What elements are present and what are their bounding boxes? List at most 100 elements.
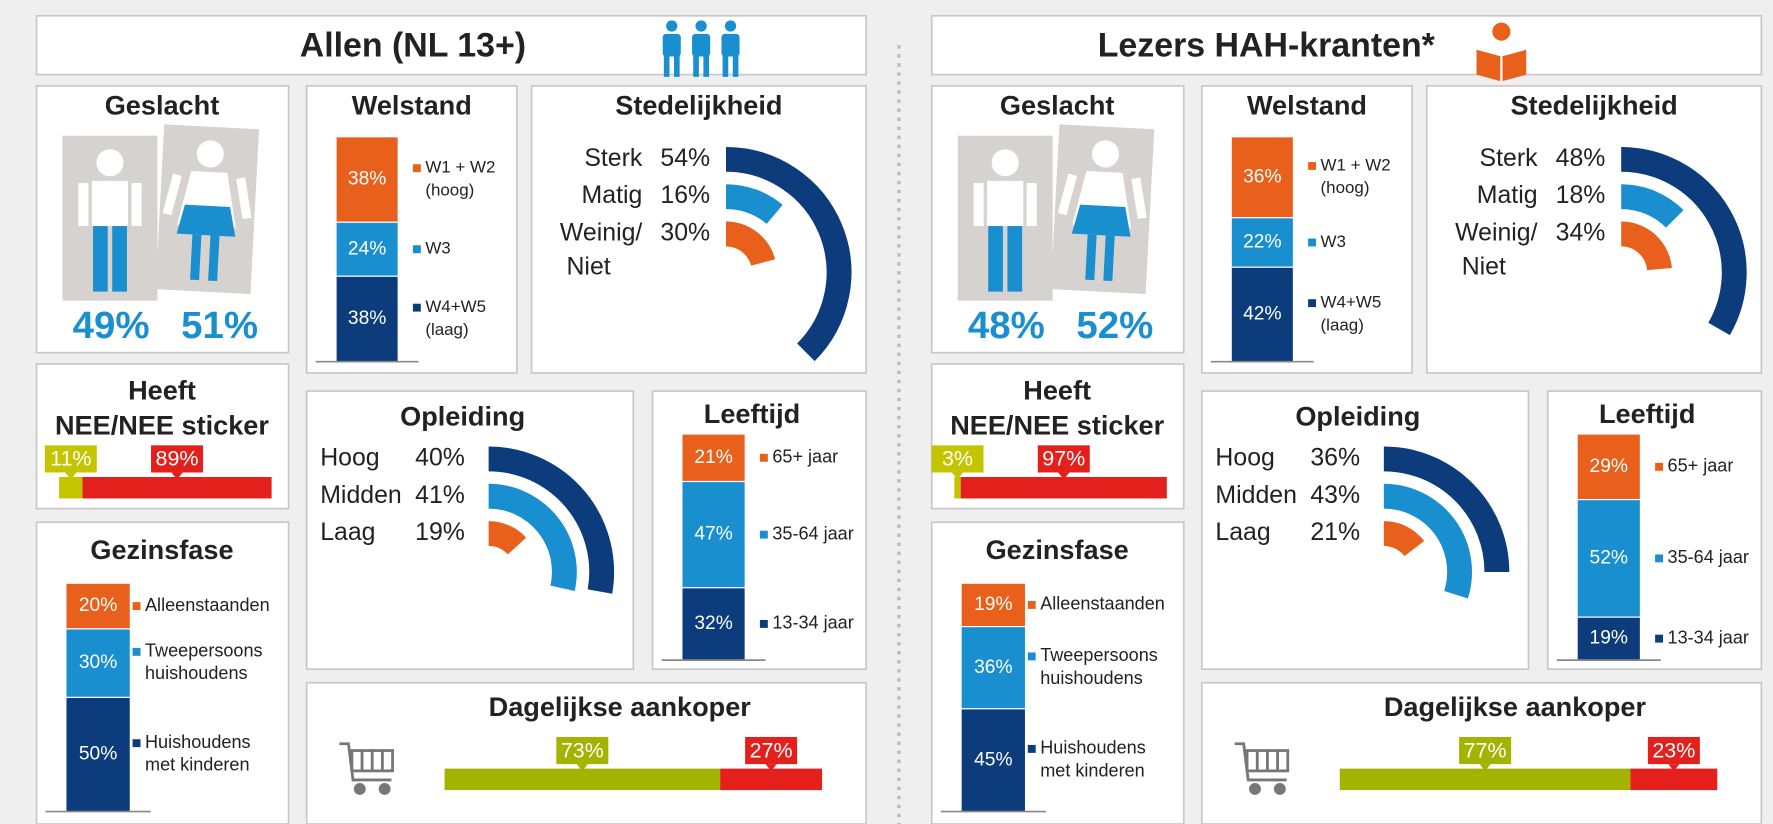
- callout-label: 27%: [750, 738, 793, 762]
- legend-label: W4+W5: [425, 297, 486, 316]
- figure-body: [91, 180, 129, 227]
- legend-label: 13-34 jaar: [1668, 627, 1749, 647]
- callout-box: [1037, 445, 1090, 473]
- figure-arm: [236, 177, 252, 220]
- bar-segment: [59, 476, 83, 499]
- callout-pointer: [765, 764, 777, 771]
- bar-segment: [65, 696, 131, 813]
- legend-label: W3: [425, 239, 450, 258]
- bar-segment: [1230, 266, 1294, 363]
- segment-label: 36%: [1243, 166, 1281, 187]
- legend-label: (hoog): [1321, 178, 1370, 197]
- section-title: NEE/NEE sticker: [950, 409, 1164, 440]
- content: Allen (NL 13+) Geslacht 49% 51% Welstand 38% W…: [35, 14, 1763, 824]
- percent-label: 43%: [1310, 481, 1360, 509]
- bar-segment: [960, 476, 1167, 499]
- bar-segment: [444, 768, 721, 791]
- arc: [1383, 446, 1510, 573]
- bar-segment: [1576, 433, 1641, 501]
- bar-segment: [720, 768, 823, 791]
- section-title: Leeftijd: [1599, 398, 1695, 429]
- percent-label: 48%: [1556, 144, 1606, 172]
- callout-pointer: [65, 472, 77, 480]
- callout-box: [1459, 736, 1512, 765]
- segment-label: 36%: [974, 657, 1012, 678]
- category-label: Laag: [1215, 518, 1270, 546]
- percent-label: 16%: [660, 181, 710, 209]
- legend-label: W3: [1321, 232, 1346, 251]
- callout-pointer: [1058, 472, 1070, 480]
- figure-arm: [131, 183, 142, 227]
- category-label: Matig: [1477, 181, 1538, 209]
- legend-label: Alleenstaanden: [145, 595, 270, 615]
- percent-label: 34%: [1556, 219, 1606, 247]
- bar-segment: [960, 708, 1027, 813]
- legend-label: Tweepersoons: [1040, 645, 1158, 665]
- figure-leg: [190, 234, 202, 281]
- callout-pointer: [1479, 764, 1491, 771]
- legend-label: Alleenstaanden: [1040, 594, 1165, 614]
- legend-swatch: [1308, 161, 1317, 170]
- bar-segment: [1576, 499, 1641, 618]
- callout-box: [745, 736, 798, 765]
- figure-leg: [1103, 235, 1115, 282]
- legend-swatch: [132, 647, 141, 656]
- legend-label: (laag): [1321, 315, 1364, 334]
- callout-box: [151, 445, 204, 473]
- percent-label: 21%: [1310, 518, 1360, 546]
- segment-label: 30%: [79, 652, 117, 673]
- section-title: Welstand: [352, 90, 472, 121]
- legend-swatch: [412, 164, 421, 173]
- category-label: Matig: [582, 181, 643, 209]
- legend-swatch: [1655, 554, 1664, 563]
- section-title: Opleiding: [1295, 400, 1420, 431]
- section-title: NEE/NEE sticker: [55, 409, 269, 440]
- figure-leg: [208, 235, 220, 282]
- segment-label: 38%: [348, 308, 386, 329]
- category-label: Midden: [320, 481, 402, 509]
- callout-box: [931, 445, 984, 473]
- section-title: Stedelijkheid: [1510, 90, 1677, 121]
- figure-arm: [78, 183, 89, 227]
- category-label: Weinig/: [560, 219, 643, 247]
- callout-pointer: [171, 472, 183, 480]
- bar-segment: [960, 582, 1027, 628]
- arc: [1620, 184, 1684, 228]
- section-title: Leeftijd: [704, 398, 800, 429]
- figure-skirt: [1071, 204, 1131, 237]
- bar-segment: [681, 480, 746, 589]
- legend-label: (laag): [425, 320, 468, 339]
- legend-swatch: [412, 245, 421, 254]
- callout-box: [1647, 736, 1700, 765]
- cart-icon: [1234, 742, 1290, 795]
- callout-label: 77%: [1464, 738, 1507, 762]
- category-label: Laag: [320, 518, 375, 546]
- segment-label: 29%: [1590, 456, 1628, 477]
- figure-leg: [1085, 234, 1097, 281]
- people-icon: [662, 20, 740, 77]
- bar-segment: [335, 136, 399, 223]
- legend-label: W1 + W2: [1321, 155, 1391, 174]
- reader-icon: [1476, 22, 1527, 82]
- segment-label: 32%: [694, 613, 732, 634]
- bar-segment: [681, 587, 746, 661]
- segment-label: 38%: [348, 169, 386, 190]
- legend-swatch: [412, 303, 421, 312]
- legend-swatch: [1655, 462, 1664, 471]
- panel-box: [305, 390, 635, 670]
- male-figure: [957, 135, 1053, 301]
- figure-head: [196, 140, 224, 168]
- callout-label: 11%: [50, 447, 91, 471]
- bar-segment: [1630, 768, 1718, 791]
- callout-pointer: [1668, 764, 1680, 771]
- female-figure: [155, 124, 260, 295]
- segment-label: 45%: [974, 749, 1012, 770]
- section-title: Lezers HAH-kranten*: [1098, 26, 1436, 64]
- legend-label: Tweepersoons: [145, 641, 263, 661]
- legend-label: 13-34 jaar: [772, 613, 853, 633]
- arc: [725, 184, 783, 225]
- legend-swatch: [1027, 600, 1036, 609]
- figure-arm: [1131, 177, 1147, 220]
